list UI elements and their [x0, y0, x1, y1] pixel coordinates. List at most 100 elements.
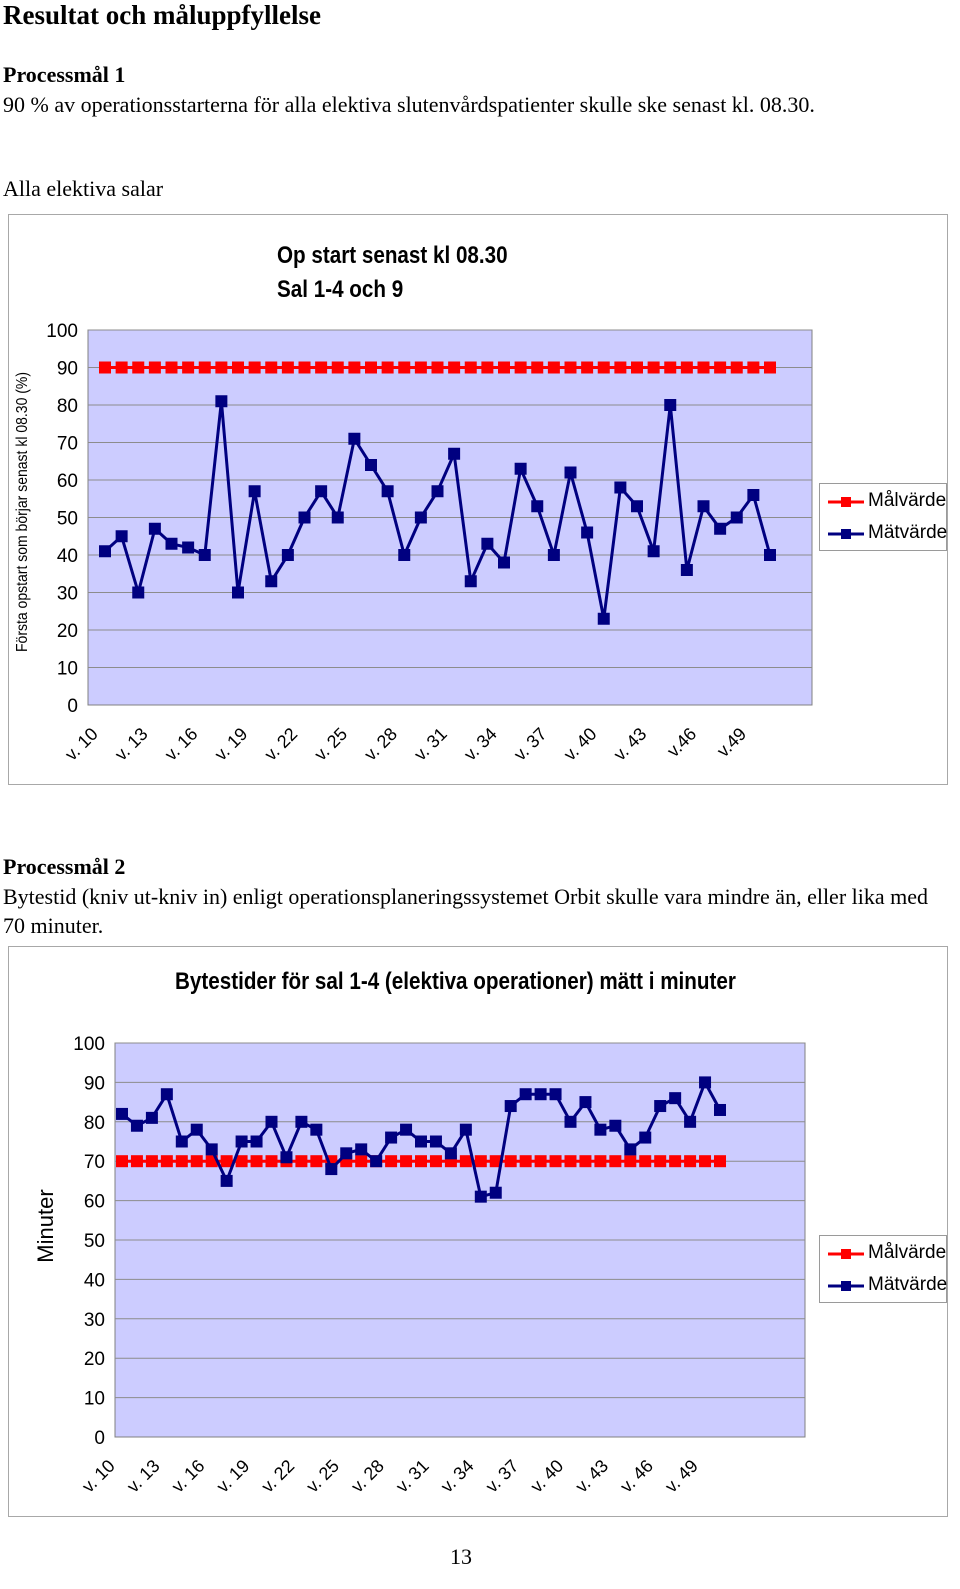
data-point-measured [639, 1131, 652, 1144]
x-tick-label: v. 31 [392, 1456, 433, 1497]
x-tick-label: v. 34 [437, 1456, 478, 1497]
y-tick-label: 30 [57, 584, 78, 605]
data-point-target [624, 1155, 637, 1168]
data-point-measured [564, 1115, 577, 1128]
data-point-target [116, 1155, 128, 1168]
data-point-target [398, 361, 411, 374]
y-tick-label: 10 [57, 659, 78, 680]
y-tick-label: 60 [57, 471, 78, 492]
data-point-target [464, 361, 477, 374]
data-point-target [415, 1155, 427, 1168]
data-point-measured [697, 500, 710, 513]
data-point-measured [355, 1143, 368, 1156]
goal1-title: Processmål 1 [3, 62, 126, 87]
data-point-measured [489, 1186, 502, 1199]
data-point-measured [182, 541, 195, 554]
data-point-target [130, 1155, 143, 1168]
data-point-measured [431, 485, 444, 498]
data-point-measured [348, 432, 361, 445]
data-point-target [481, 361, 494, 374]
data-point-measured [481, 537, 494, 550]
data-point-target [534, 1155, 547, 1168]
legend-label-target: Målvärde [868, 1242, 947, 1263]
data-point-measured [464, 575, 477, 588]
page-heading: Resultat och måluppfyllelse [3, 0, 322, 30]
data-point-target [549, 1155, 562, 1168]
data-point-measured [614, 481, 627, 494]
y-tick-label: 50 [84, 1231, 105, 1252]
data-point-target [714, 361, 727, 374]
legend-swatch-target [828, 1249, 864, 1259]
data-point-measured [597, 612, 610, 625]
goal2-text: Bytestid (kniv ut-kniv in) enligt operat… [3, 884, 929, 938]
data-point-target [474, 1155, 487, 1168]
data-point-measured [145, 1111, 158, 1124]
data-point-target [429, 1155, 442, 1168]
data-point-measured [295, 1115, 308, 1128]
x-tick-label: v. 25 [302, 1456, 343, 1497]
data-point-measured [365, 459, 377, 471]
data-point-measured [99, 545, 111, 558]
data-point-measured [699, 1076, 712, 1089]
legend-label-measured: Mätvärde [868, 522, 948, 543]
data-point-measured [664, 399, 677, 411]
x-tick-label: v. 13 [123, 1456, 164, 1497]
goal1-text: 90 % av operationsstarterna för alla ele… [3, 92, 815, 117]
data-point-measured [747, 489, 760, 501]
y-tick-label: 50 [57, 509, 78, 530]
data-point-measured [448, 447, 461, 460]
data-point-target [684, 1155, 697, 1168]
data-point-target [747, 361, 760, 374]
y-axis-title: Minuter [33, 1189, 58, 1262]
data-point-target [594, 1155, 607, 1168]
data-point-target [654, 1155, 667, 1168]
data-point-target [531, 361, 544, 374]
y-tick-label: 0 [94, 1428, 105, 1449]
data-point-measured [514, 462, 527, 475]
data-point-target [281, 361, 294, 374]
y-tick-label: 80 [84, 1113, 105, 1134]
data-point-measured [265, 1115, 278, 1128]
data-point-measured [215, 395, 228, 408]
data-point-target [647, 361, 660, 374]
data-point-target [699, 1155, 712, 1168]
data-point-target [232, 361, 244, 374]
data-point-target [504, 1155, 517, 1168]
data-point-measured [165, 537, 178, 550]
data-point-target [310, 1155, 323, 1168]
goal2-title: Processmål 2 [3, 854, 126, 879]
legend-label-measured: Mätvärde [868, 1274, 948, 1295]
data-point-measured [381, 485, 394, 498]
data-point-target [730, 361, 743, 374]
data-point-measured [385, 1131, 398, 1144]
data-point-measured [148, 522, 161, 535]
data-point-measured [519, 1088, 532, 1101]
y-tick-label: 70 [84, 1152, 105, 1173]
data-point-measured [764, 549, 776, 561]
x-tick-label: v. 37 [482, 1456, 523, 1497]
data-point-measured [298, 511, 311, 524]
data-point-measured [331, 511, 344, 524]
x-tick-label: v. 16 [168, 1456, 209, 1497]
data-point-target [265, 1155, 278, 1168]
data-point-target [498, 361, 510, 374]
data-point-target [514, 361, 527, 374]
data-point-measured [232, 586, 244, 599]
data-point-measured [220, 1174, 233, 1187]
data-point-target [680, 361, 693, 374]
data-point-measured [250, 1135, 263, 1148]
data-point-measured [594, 1123, 607, 1136]
data-point-target [579, 1155, 592, 1168]
data-point-measured [115, 530, 128, 543]
y-axis-title: Första opstart som börjar senast kl 08.3… [14, 372, 31, 652]
data-point-measured [547, 549, 560, 561]
data-point-measured [459, 1123, 472, 1136]
data-point-measured [504, 1100, 517, 1113]
x-tick-label: v. 10 [78, 1456, 119, 1497]
data-point-target [714, 1155, 726, 1168]
data-point-target [99, 361, 111, 374]
data-point-target [385, 1155, 398, 1168]
data-point-measured [669, 1092, 682, 1105]
chart1-legend: Målvärde Mätvärde [819, 483, 947, 551]
data-point-target [295, 1155, 308, 1168]
